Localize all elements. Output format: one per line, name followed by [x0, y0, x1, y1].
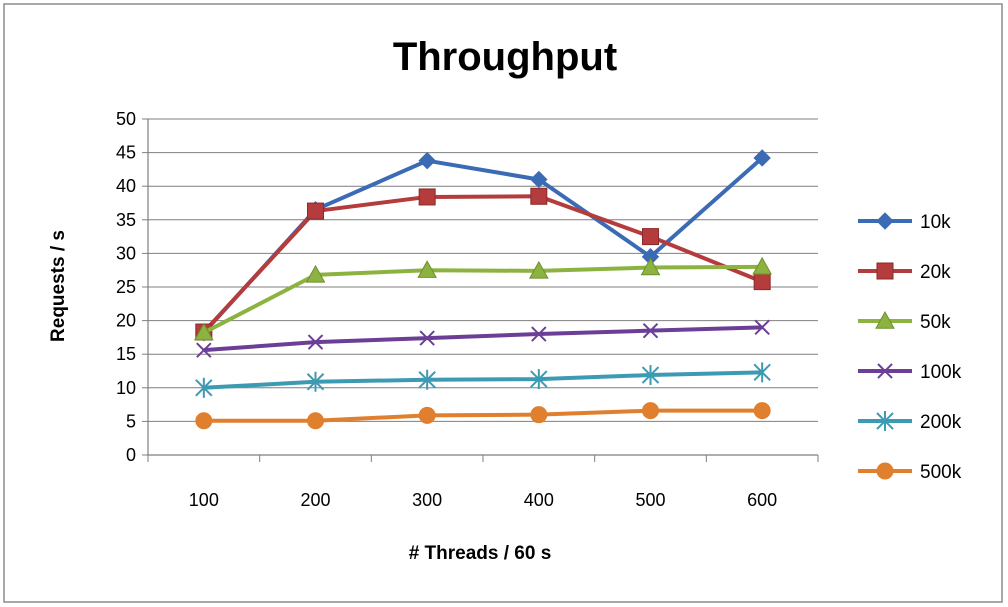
gridlines [148, 118, 818, 422]
data-point [418, 369, 436, 390]
data-point [195, 377, 213, 398]
y-tick-label: 50 [116, 109, 136, 129]
legend-marker [875, 310, 895, 329]
y-axis-label: Requests / s [48, 230, 69, 342]
series-200k [195, 362, 771, 398]
legend-item-50k: 50k [858, 310, 951, 333]
data-point [195, 412, 213, 430]
x-tick-label: 400 [524, 490, 554, 510]
data-point [305, 264, 326, 283]
y-tick-label: 45 [116, 143, 136, 163]
data-point [753, 273, 771, 291]
legend-label: 10k [920, 212, 951, 233]
y-tick-label: 10 [116, 378, 136, 398]
data-point [531, 326, 547, 342]
data-point [530, 406, 548, 424]
axes: 0 5 10 15 20 25 30 35 40 45 50 100 200 300 400 500 600 [116, 109, 819, 510]
x-tick-label: 600 [747, 490, 777, 510]
legend-label: 200k [920, 412, 962, 433]
series-line-200k [203, 370, 763, 390]
legend-marker [876, 462, 894, 480]
data-point [418, 151, 436, 170]
series-line-100k [203, 325, 763, 353]
legend-marker [877, 363, 893, 379]
data-point [753, 149, 771, 167]
data-point [307, 202, 324, 220]
legend-marker [876, 262, 894, 280]
y-tick-label: 25 [116, 277, 136, 297]
y-tick-label: 15 [116, 344, 136, 364]
data-point [530, 170, 548, 189]
x-tick-label: 100 [189, 490, 219, 510]
data-point [307, 334, 324, 350]
data-point [530, 369, 548, 390]
data-point [752, 256, 773, 275]
data-point [306, 371, 325, 392]
data-point [418, 188, 436, 206]
legend-label: 500k [920, 462, 962, 483]
series-100k [196, 319, 770, 358]
chart-frame [3, 3, 1003, 603]
legend-item-200k: 200k [858, 411, 962, 433]
data-point [753, 402, 771, 420]
series-line-20k [202, 194, 763, 334]
legend-marker [876, 212, 894, 230]
data-point [417, 260, 438, 278]
series-line-500k [203, 408, 763, 423]
y-tick-label: 5 [126, 411, 136, 431]
y-tick-label: 35 [116, 210, 136, 230]
series [193, 149, 773, 430]
legend-item-500k: 500k [858, 462, 962, 483]
legend-label: 100k [920, 362, 962, 383]
data-point [642, 228, 659, 246]
data-point [307, 412, 324, 430]
legend-item-100k: 100k [858, 362, 962, 383]
data-point [530, 187, 548, 205]
y-tick-label: 40 [116, 176, 136, 196]
x-tick-label: 300 [412, 490, 442, 510]
legend-item-10k: 10k [858, 212, 951, 233]
data-point [753, 362, 771, 383]
data-point [754, 319, 770, 336]
series-500k [195, 402, 771, 430]
y-tick-label: 20 [116, 311, 136, 331]
legend-marker [876, 411, 894, 431]
data-point [528, 260, 549, 279]
legend-item-20k: 20k [858, 262, 951, 283]
data-point [640, 257, 661, 276]
series-line-50k [202, 264, 763, 335]
data-point [642, 402, 659, 420]
data-point [642, 322, 659, 339]
data-point [196, 342, 212, 358]
data-point [193, 322, 214, 341]
legend-label: 20k [920, 262, 951, 283]
y-tick-label: 0 [126, 445, 136, 465]
data-point [418, 406, 436, 424]
x-tick-label: 500 [635, 490, 665, 510]
series-50k [193, 256, 773, 341]
data-point [641, 365, 660, 386]
y-tick-label: 30 [116, 243, 136, 263]
legend-label: 50k [920, 312, 951, 333]
x-axis-label: # Threads / 60 s [409, 543, 552, 564]
legend: 10k 20k 50k 100k 200k 500k [858, 212, 962, 483]
chart-title: Throughput [393, 35, 617, 79]
data-point [419, 330, 435, 346]
x-tick-label: 200 [300, 490, 330, 510]
